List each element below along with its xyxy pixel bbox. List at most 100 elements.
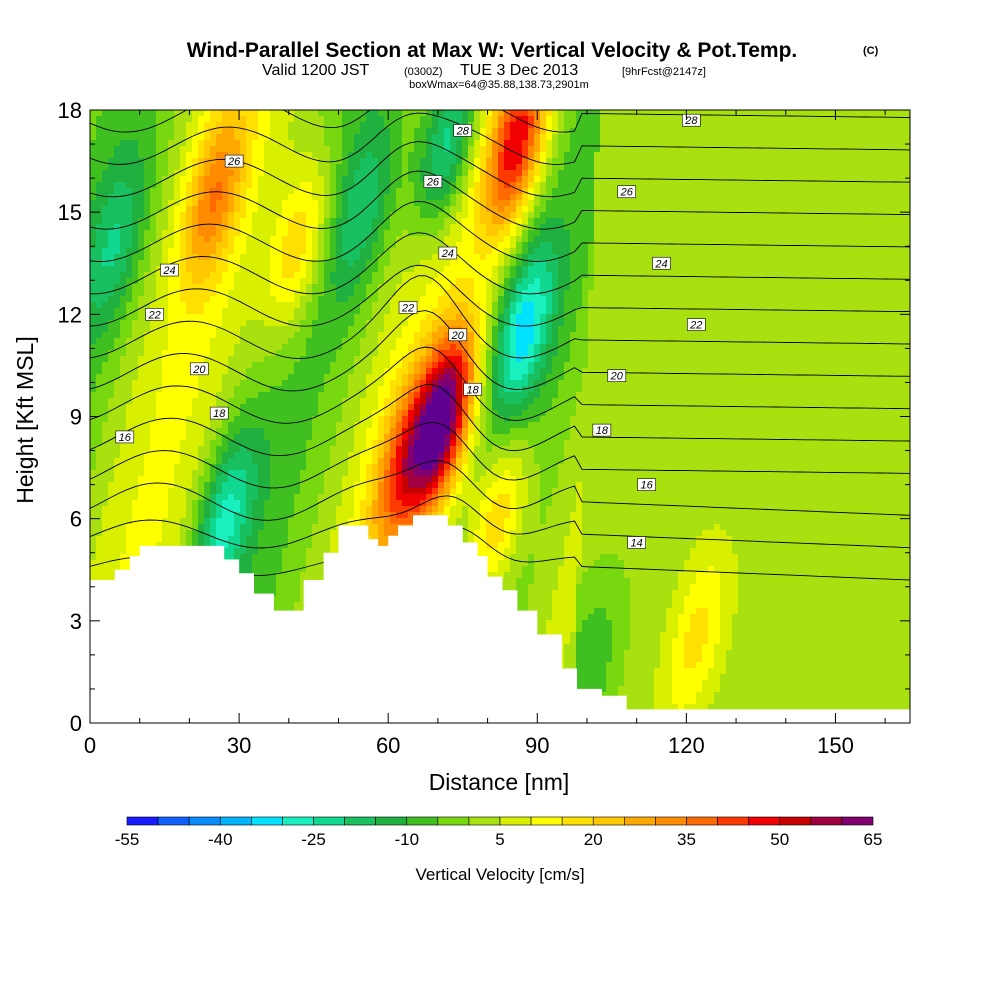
w-cell [102,182,108,188]
w-cell [318,218,324,224]
w-cell [138,506,144,512]
w-cell [174,134,180,140]
w-cell [330,410,336,416]
w-cell [288,596,294,602]
w-cell [150,242,156,248]
w-cell [276,200,282,206]
w-cell [168,476,174,482]
w-cell [198,398,204,404]
w-cell [210,434,216,440]
w-cell [96,458,102,464]
w-cell [240,416,246,422]
w-cell [252,452,258,458]
w-cell [90,500,96,506]
w-cell [174,338,180,344]
w-cell [114,554,120,560]
w-cell [318,242,324,248]
w-cell [252,200,258,206]
w-cell [228,314,234,320]
w-cell [300,548,306,554]
w-cell [96,512,102,518]
w-cell [312,566,318,572]
w-cell [156,524,162,530]
w-cell [366,308,372,314]
w-cell [300,176,306,182]
w-cell [318,434,324,440]
w-cell [246,368,252,374]
w-cell [102,374,108,380]
w-cell [186,254,192,260]
w-cell [378,110,384,116]
w-cell [252,128,258,134]
w-cell [210,266,216,272]
w-cell [234,146,240,152]
w-cell [288,458,294,464]
w-cell [240,464,246,470]
w-cell [378,164,384,170]
w-cell [222,170,228,176]
w-cell [372,470,378,476]
w-cell [246,494,252,500]
w-cell [276,302,282,308]
w-cell [306,128,312,134]
w-cell [174,236,180,242]
w-cell [228,530,234,536]
w-cell [138,212,144,218]
w-cell [324,266,330,272]
w-cell [312,206,318,212]
w-cell [234,530,240,536]
w-cell [252,434,258,440]
w-cell [330,314,336,320]
w-cell [186,206,192,212]
w-cell [330,494,336,500]
w-cell [240,146,246,152]
w-cell [288,398,294,404]
w-cell [282,584,288,590]
subtitle-valid: Valid 1200 JST [262,62,370,79]
w-cell [90,422,96,428]
w-cell [132,122,138,128]
w-cell [264,362,270,368]
w-cell [294,446,300,452]
w-cell [264,122,270,128]
w-cell [114,212,120,218]
w-cell [222,374,228,380]
w-cell [354,422,360,428]
w-cell [192,338,198,344]
w-cell [300,404,306,410]
w-cell [336,146,342,152]
w-cell [312,530,318,536]
w-cell [282,230,288,236]
w-cell [282,518,288,524]
w-cell [264,284,270,290]
w-cell [162,470,168,476]
w-cell [162,398,168,404]
w-cell [168,536,174,542]
w-cell [114,350,120,356]
w-cell [228,254,234,260]
w-cell [264,416,270,422]
w-cell [348,404,354,410]
w-cell [312,470,318,476]
w-cell [96,542,102,548]
w-cell [150,476,156,482]
w-cell [132,170,138,176]
w-cell [378,254,384,260]
w-cell [192,404,198,410]
w-cell [294,320,300,326]
w-cell [360,434,366,440]
w-cell [156,386,162,392]
w-cell [264,548,270,554]
w-cell [186,230,192,236]
w-cell [144,170,150,176]
w-cell [120,536,126,542]
w-cell [246,122,252,128]
w-cell [102,530,108,536]
w-cell [312,290,318,296]
w-cell [102,512,108,518]
w-cell [360,440,366,446]
w-cell [252,542,258,548]
w-cell [96,254,102,260]
w-cell [96,506,102,512]
w-cell [204,290,210,296]
